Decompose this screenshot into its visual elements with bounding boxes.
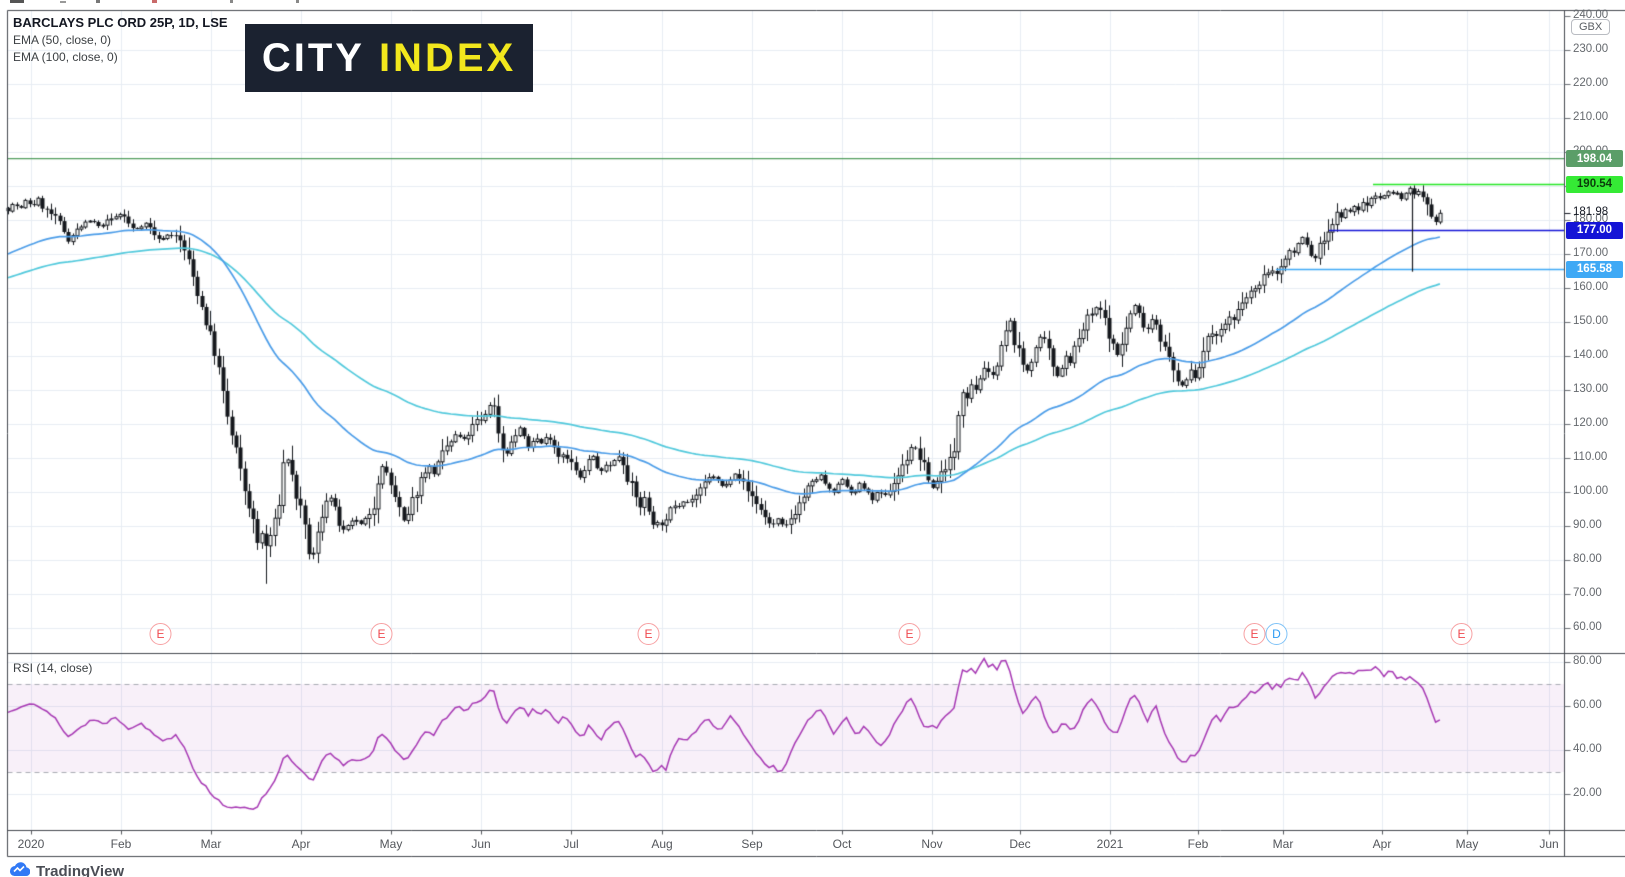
earnings-marker[interactable]: E: [898, 623, 921, 645]
time-tick-label: Feb: [1187, 837, 1209, 851]
ema100-legend[interactable]: EMA (100, close, 0): [13, 50, 118, 64]
price-tick-label: 80.00: [1573, 553, 1602, 565]
price-scale[interactable]: GBX 240.00230.00220.00210.00200.00190.00…: [1565, 9, 1625, 856]
ema50-legend[interactable]: EMA (50, close, 0): [13, 33, 112, 47]
time-tick-label: Mar: [1272, 837, 1294, 851]
price-tick-label: 120.00: [1573, 417, 1609, 429]
price-tick-label: 60.00: [1573, 621, 1602, 633]
price-tick-label: 90.00: [1573, 519, 1602, 531]
time-tick-label: Jul: [563, 837, 579, 851]
rsi-tick-label: 60.00: [1573, 699, 1602, 711]
time-tick-label: Jun: [1539, 837, 1559, 851]
time-tick-label: Apr: [291, 837, 311, 851]
time-tick-label: Apr: [1372, 837, 1392, 851]
level-price-badge: 177.00: [1566, 221, 1623, 239]
clipped-toolbar-fragment: [60, 1, 66, 3]
price-tick-label: 140.00: [1573, 349, 1609, 361]
price-tick-label: 130.00: [1573, 383, 1609, 395]
time-tick-label: Feb: [110, 837, 132, 851]
city-index-logo: CITY INDEX: [245, 24, 533, 92]
last-price-label: 181.98: [1573, 206, 1609, 219]
time-scale[interactable]: 2020 Feb Mar Apr May Jun Jul Aug Sep Oct Nov Dec 202…: [0, 831, 1625, 856]
price-tick-label: 150.00: [1573, 315, 1609, 327]
rsi-tick-label: 40.00: [1573, 743, 1602, 755]
rsi-tick-label: 80.00: [1573, 655, 1602, 667]
price-tick-label: 110.00: [1573, 451, 1608, 463]
price-tick-label: 160.00: [1573, 281, 1609, 293]
time-tick-label: Oct: [832, 837, 852, 851]
tradingview-logo-icon: [8, 860, 31, 877]
clipped-toolbar-fragment: [96, 0, 100, 3]
time-tick-label: Dec: [1009, 837, 1031, 851]
level-price-badge: 198.04: [1566, 150, 1623, 168]
earnings-marker[interactable]: E: [637, 623, 660, 645]
city-index-logo-city: CITY: [261, 35, 365, 80]
price-tick-label: 230.00: [1573, 43, 1609, 55]
tradingview-brand-text: TradingView: [36, 863, 125, 877]
clipped-toolbar-fragment: [296, 0, 299, 3]
clipped-toolbar-fragment: [10, 0, 24, 3]
city-index-logo-index: INDEX: [378, 35, 517, 80]
time-tick-label: 2021: [1096, 837, 1124, 851]
time-tick-label: Aug: [651, 837, 673, 851]
earnings-marker[interactable]: E: [370, 623, 393, 645]
level-price-badge: 190.54: [1566, 175, 1623, 193]
dividend-marker[interactable]: D: [1265, 623, 1288, 645]
earnings-marker[interactable]: E: [1450, 623, 1473, 645]
price-unit-badge: GBX: [1571, 19, 1611, 35]
rsi-indicator-label[interactable]: RSI (14, close): [13, 661, 93, 675]
symbol-title: BARCLAYS PLC ORD 25P, 1D, LSE: [13, 15, 228, 30]
clipped-toolbar-fragment: [230, 0, 233, 3]
time-tick-label: Mar: [200, 837, 222, 851]
price-tick-label: 220.00: [1573, 77, 1609, 89]
price-tick-label: 70.00: [1573, 587, 1602, 599]
time-tick-label: Jun: [471, 837, 491, 851]
tradingview-attribution[interactable]: TradingView: [8, 860, 124, 877]
earnings-marker[interactable]: E: [149, 623, 172, 645]
price-tick-label: 170.00: [1573, 247, 1609, 259]
price-tick-label: 100.00: [1573, 485, 1609, 497]
price-tick-label: 210.00: [1573, 111, 1609, 123]
level-price-badge: 165.58: [1566, 260, 1623, 278]
earnings-marker[interactable]: E: [1243, 623, 1266, 645]
time-tick-label: May: [379, 837, 403, 851]
time-tick-label: May: [1455, 837, 1479, 851]
time-tick-label: Nov: [921, 837, 943, 851]
price-tick-label: 240.00: [1573, 9, 1609, 21]
rsi-tick-label: 20.00: [1573, 787, 1602, 799]
time-tick-label: 2020: [17, 837, 45, 851]
clipped-toolbar-fragment: [152, 0, 157, 3]
time-tick-label: Sep: [741, 837, 763, 851]
chart-legend: BARCLAYS PLC ORD 25P, 1D, LSE EMA (50, c…: [13, 14, 228, 66]
